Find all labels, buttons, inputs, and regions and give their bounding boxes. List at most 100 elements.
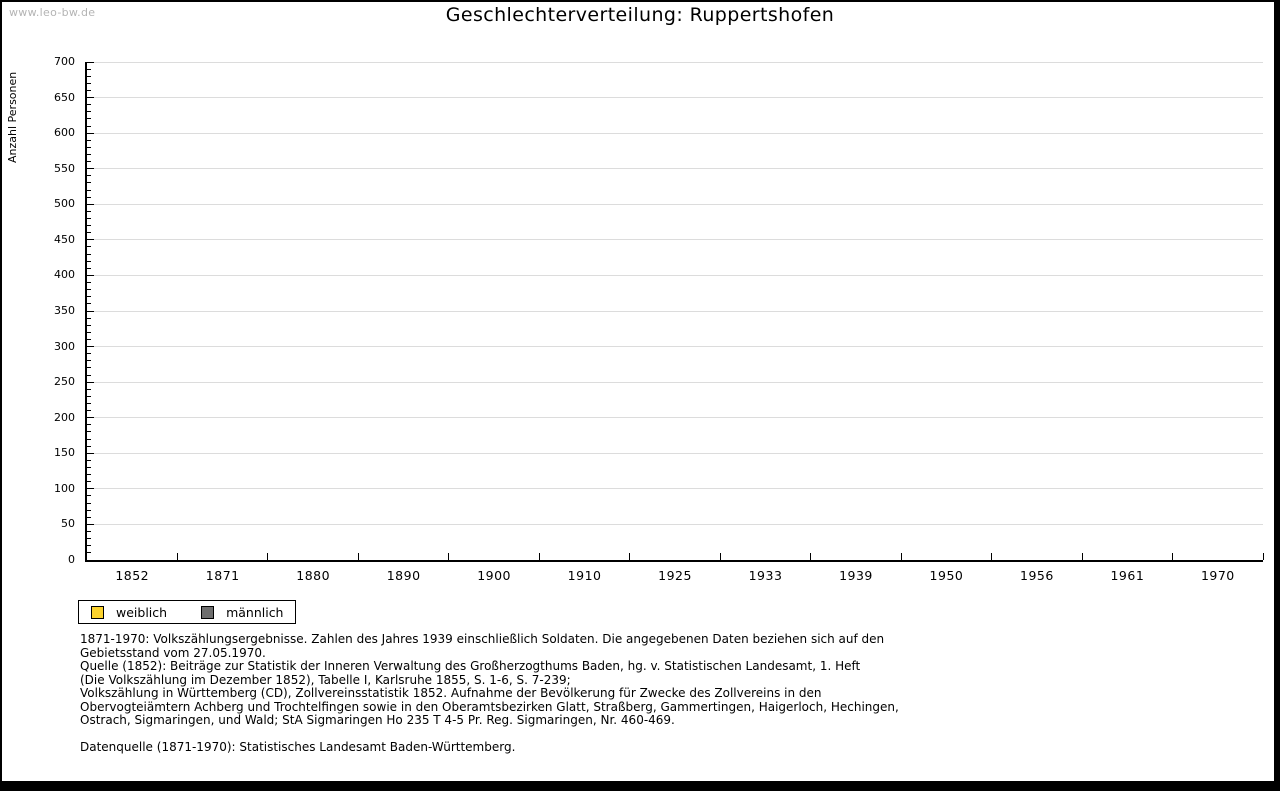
- y-minor-tick: [87, 282, 91, 284]
- x-boundary-tick: [629, 553, 631, 560]
- y-minor-tick: [87, 538, 91, 540]
- y-major-tick-350: [87, 310, 94, 312]
- y-major-tick-450: [87, 239, 94, 241]
- gridline-300: [87, 346, 1263, 348]
- plot-area: 0 50 100 150 200 250 300 350 400 450 500 550 600 650 7…: [54, 55, 1264, 583]
- y-minor-tick: [87, 225, 91, 227]
- gridline-550: [87, 168, 1263, 170]
- bar-group-1900: 1900: [449, 62, 540, 583]
- footnote-line: 1871-1970: Volkszählungsergebnisse. Zahl…: [80, 632, 885, 646]
- y-minor-tick: [87, 410, 91, 412]
- gridline-700: [87, 61, 1263, 63]
- gridline-200: [87, 417, 1263, 419]
- legend-item-maennlich: männlich: [201, 605, 283, 620]
- y-major-tick-250: [87, 381, 94, 383]
- y-minor-tick: [87, 154, 91, 155]
- footnote-line: Gebietsstand vom 27.05.1970.: [80, 645, 266, 660]
- bar-group-1852: 1852: [87, 62, 178, 583]
- y-minor-tick: [87, 374, 91, 376]
- y-minor-tick: [87, 75, 91, 77]
- legend-label-maennlich: männlich: [226, 604, 284, 620]
- y-tick-label-650: 650: [54, 90, 75, 104]
- x-boundary-tick: [357, 553, 359, 560]
- x-tick-label-1880: 1880: [296, 568, 331, 583]
- y-minor-tick: [87, 388, 91, 390]
- footnote-line: Volkszählung in Württemberg (CD), Zollve…: [80, 686, 822, 700]
- source-notes: 1871-1970: Volkszählungsergebnisse. Zahl…: [80, 632, 1240, 728]
- weiblich-swatch: [91, 605, 104, 619]
- y-minor-tick: [87, 196, 91, 198]
- x-tick-label-1939: 1939: [839, 568, 873, 583]
- x-tick-label-1910: 1910: [567, 568, 602, 583]
- gridline-100: [87, 488, 1263, 490]
- y-minor-tick: [87, 104, 91, 106]
- y-minor-tick: [87, 260, 91, 262]
- y-minor-tick: [87, 395, 91, 397]
- y-minor-tick: [87, 502, 91, 504]
- y-major-tick-300: [87, 346, 94, 348]
- y-minor-tick: [87, 445, 91, 447]
- y-minor-tick: [87, 246, 91, 248]
- y-minor-tick: [87, 367, 91, 369]
- x-boundary-tick: [1262, 553, 1264, 560]
- y-minor-tick: [87, 146, 91, 148]
- x-tick-label-1871: 1871: [205, 568, 240, 583]
- y-minor-tick: [87, 353, 91, 355]
- y-minor-tick: [87, 125, 91, 127]
- chart-title: Geschlechterverteilung: Ruppertshofen: [445, 4, 835, 26]
- legend-item-weiblich: weiblich: [91, 605, 167, 620]
- x-tick-label-1900: 1900: [477, 568, 512, 583]
- y-major-tick-650: [87, 97, 94, 99]
- x-boundary-tick: [991, 553, 993, 560]
- y-minor-tick: [87, 182, 91, 184]
- y-minor-tick: [87, 403, 91, 404]
- y-tick-label-300: 300: [54, 339, 75, 353]
- x-tick-label-1925: 1925: [658, 568, 692, 583]
- bar-groups: 1852 1871 1880 1890 1900 1910 1925 1933 1939 1950…: [87, 62, 1264, 583]
- y-minor-tick: [87, 317, 91, 319]
- y-minor-tick: [87, 289, 91, 291]
- x-boundary-tick: [719, 553, 721, 560]
- y-tick-label-0: 0: [68, 553, 75, 566]
- y-axis-label: Anzahl Personen: [6, 71, 19, 163]
- x-tick-label-1852: 1852: [115, 568, 150, 583]
- footnote-line: Quelle (1852): Beiträge zur Statistik de…: [80, 659, 861, 673]
- bar-group-1880: 1880: [268, 62, 359, 583]
- footnote-line: (Die Volkszählung im Dezember 1852), Tab…: [80, 672, 571, 687]
- y-minor-tick: [87, 516, 91, 518]
- y-minor-tick: [87, 474, 91, 476]
- y-major-tick-600: [87, 132, 94, 134]
- y-minor-tick: [87, 467, 91, 469]
- y-tick-label-200: 200: [54, 410, 75, 424]
- datasource-line: Datenquelle (1871-1970): Statistisches L…: [80, 740, 516, 754]
- y-minor-tick: [87, 161, 91, 163]
- y-tick-label-100: 100: [54, 481, 75, 495]
- y-minor-tick: [87, 218, 91, 220]
- y-tick-label-50: 50: [61, 517, 75, 531]
- y-major-tick-500: [87, 203, 94, 205]
- footnotes: 1871-1970: Volkszählungsergebnisse. Zahl…: [80, 632, 1240, 755]
- x-tick-label-1890: 1890: [386, 568, 421, 583]
- y-minor-tick: [87, 139, 91, 141]
- gridline-250: [87, 381, 1263, 383]
- gridline-650: [87, 97, 1263, 99]
- y-minor-tick: [87, 331, 91, 333]
- y-major-tick-700: [87, 61, 94, 63]
- y-tick-label-350: 350: [54, 304, 75, 317]
- legend: weiblich männlich: [78, 600, 297, 624]
- gridline-600: [87, 132, 1263, 134]
- y-minor-tick: [87, 324, 91, 326]
- x-tick-label-1970: 1970: [1200, 568, 1235, 583]
- bar-group-1970: 1970: [1173, 62, 1264, 583]
- bar-group-1956: 1956: [992, 62, 1083, 583]
- y-minor-tick: [87, 495, 91, 497]
- y-minor-tick: [87, 481, 91, 483]
- gridline-150: [87, 452, 1263, 454]
- y-minor-tick: [87, 118, 91, 120]
- y-minor-tick: [87, 509, 91, 511]
- y-tick-label-400: 400: [54, 268, 75, 282]
- y-minor-tick: [87, 545, 91, 547]
- y-minor-tick: [87, 232, 91, 234]
- y-minor-tick: [87, 253, 91, 255]
